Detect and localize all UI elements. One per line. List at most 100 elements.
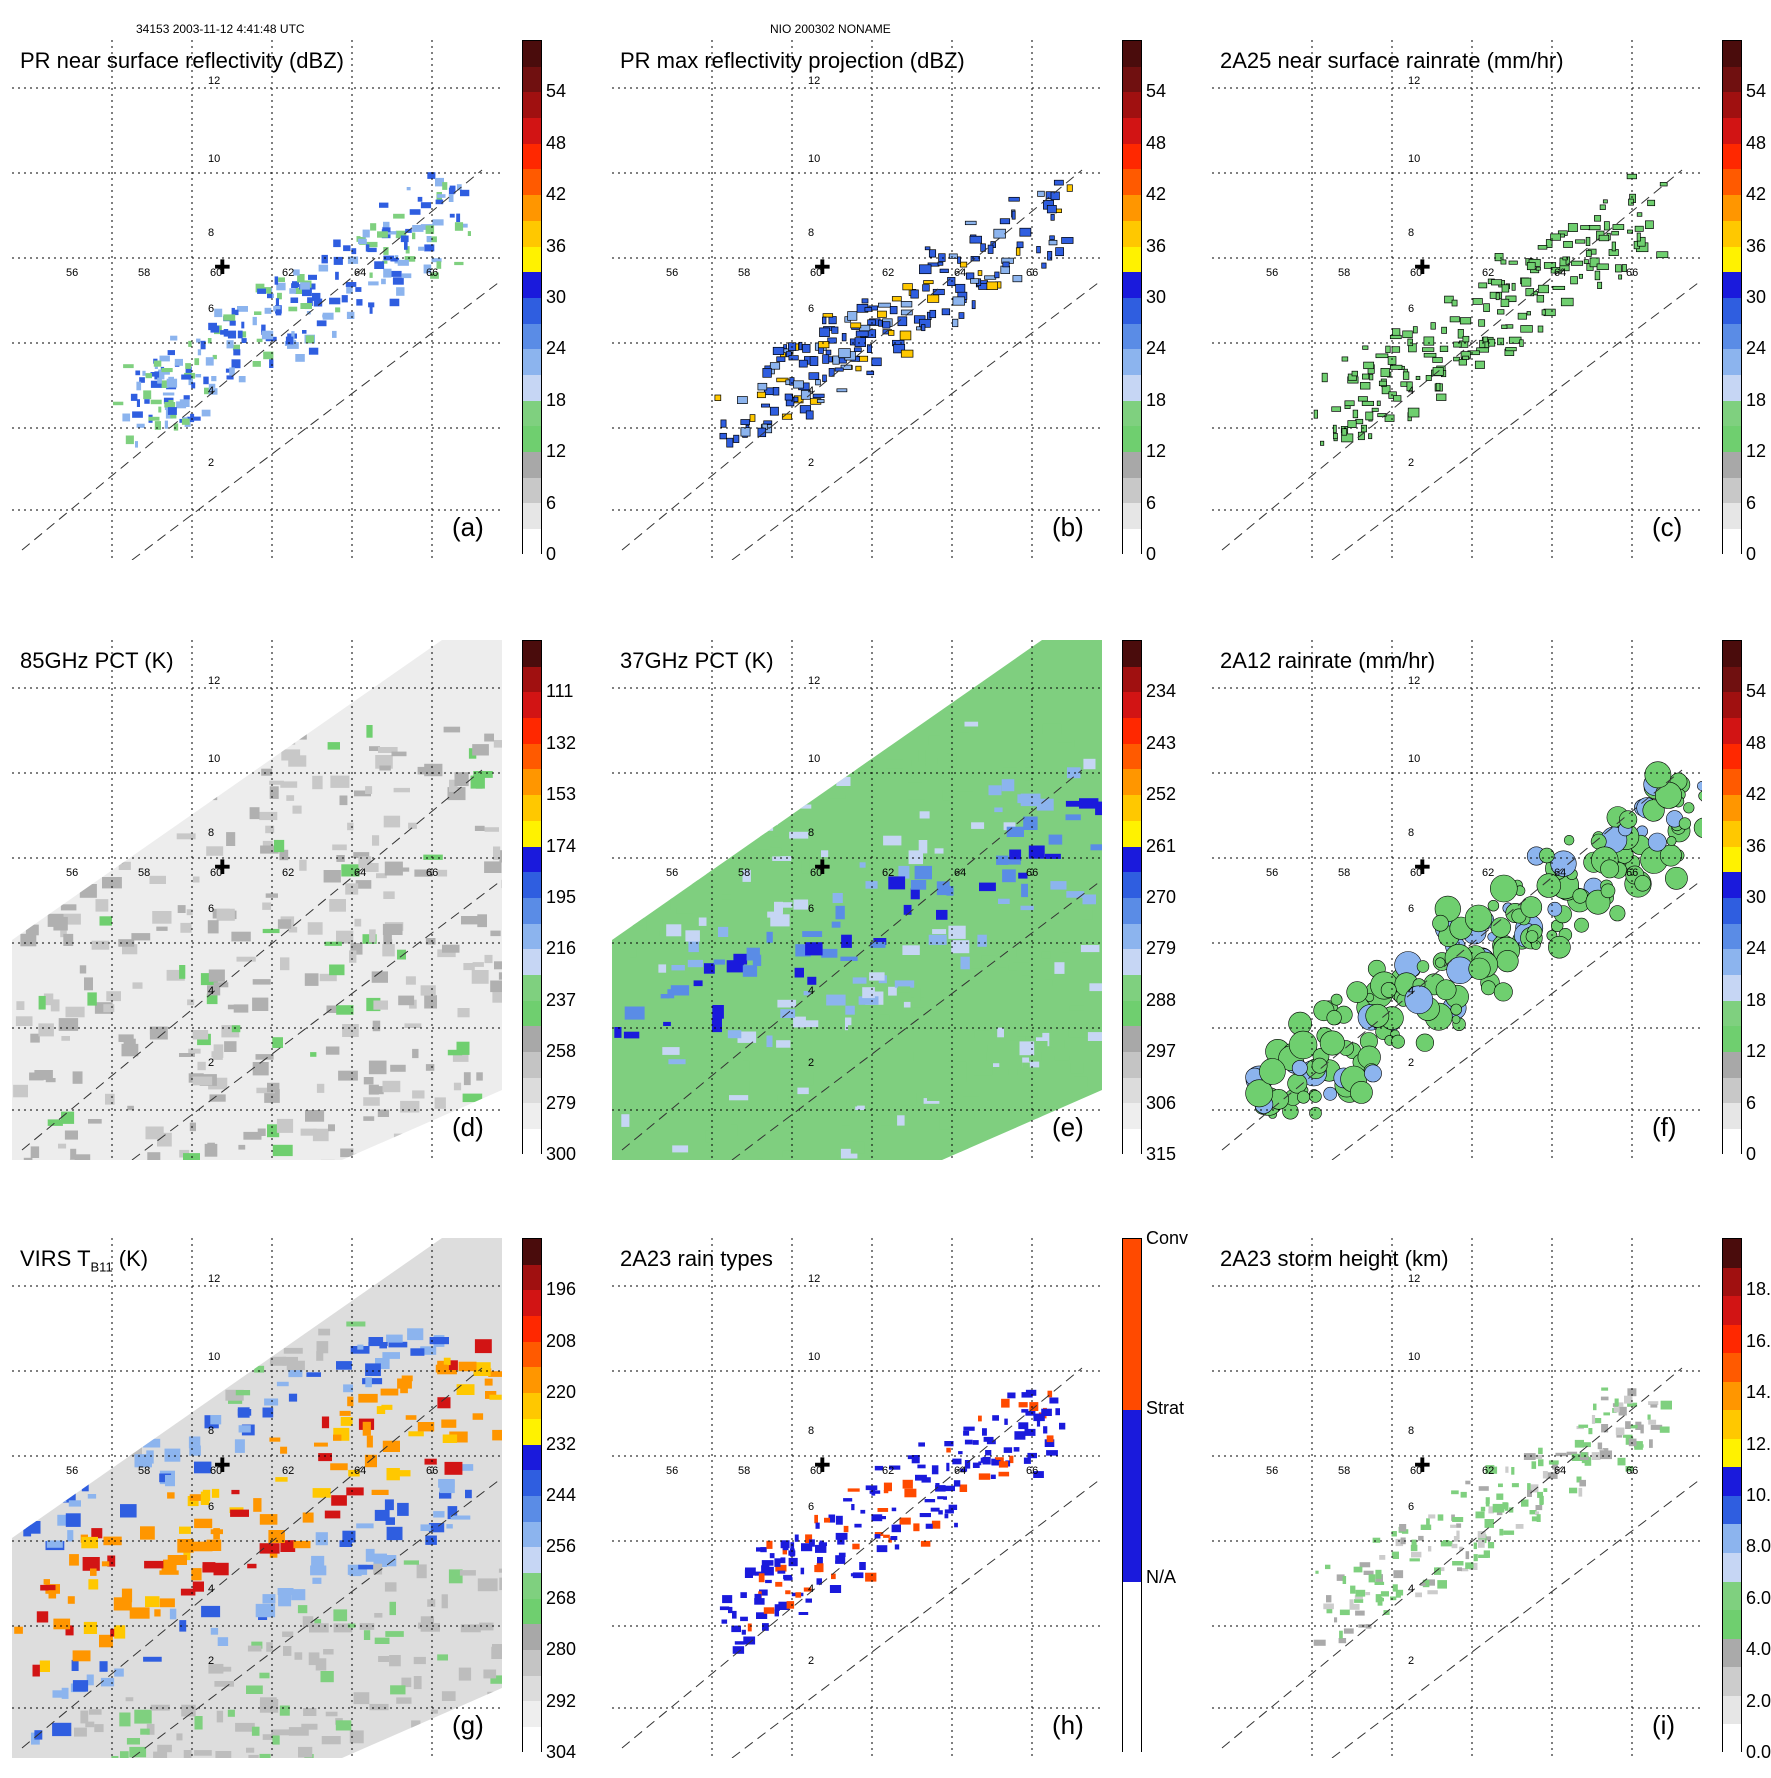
colorbar-tick: 232	[546, 1434, 576, 1455]
lat-label: 8	[808, 827, 814, 839]
lon-label: 64	[1554, 1465, 1566, 1477]
colorbar-tick: N/A	[1146, 1567, 1176, 1588]
lat-label: 8	[208, 827, 214, 839]
lat-label: 10	[208, 1351, 220, 1363]
colorbar-tick: 234	[1146, 681, 1176, 702]
lat-label: 10	[808, 1351, 820, 1363]
colorbar-tick: 220	[546, 1382, 576, 1403]
colorbar-segment	[1723, 41, 1741, 67]
colorbar-segment	[523, 975, 541, 1001]
colorbar-segment	[1723, 503, 1741, 529]
colorbar-segment	[523, 1367, 541, 1393]
colorbar-segment	[1123, 641, 1141, 667]
lon-label: 64	[954, 267, 966, 279]
colorbar-tick: 24	[1746, 938, 1766, 959]
colorbar-segment	[1723, 529, 1741, 555]
colorbar-segment	[523, 718, 541, 744]
colorbar-tick: 48	[1146, 133, 1166, 154]
panel-title: VIRS TB11 (K)	[20, 1246, 148, 1274]
colorbar-segment	[1123, 221, 1141, 247]
lon-label: 56	[666, 867, 678, 879]
storm-center-cross: ✚	[814, 855, 831, 879]
colorbar-tick: 18.0	[1746, 1279, 1771, 1300]
lat-label: 4	[1408, 1583, 1414, 1595]
colorbar	[1122, 640, 1142, 1154]
colorbar-segment	[1723, 872, 1741, 898]
colorbar-segment	[1723, 452, 1741, 478]
lon-label: 56	[666, 1465, 678, 1477]
colorbar-segment	[523, 692, 541, 718]
lon-label: 62	[1482, 867, 1494, 879]
colorbar-segment	[1123, 1078, 1141, 1104]
lat-label: 2	[208, 1057, 214, 1069]
colorbar-segment	[1123, 1103, 1141, 1129]
colorbar-segment	[523, 41, 541, 67]
colorbar-segment	[1123, 426, 1141, 452]
colorbar-tick: 18	[1746, 990, 1766, 1011]
colorbar-tick: 237	[546, 990, 576, 1011]
lat-label: 2	[1408, 457, 1414, 469]
lon-label: 66	[1626, 1465, 1638, 1477]
panel-letter: (e)	[1052, 1112, 1084, 1143]
lat-label: 4	[208, 385, 214, 397]
storm-center-cross: ✚	[814, 255, 831, 279]
lat-label: 12	[208, 675, 220, 687]
panel-title: 37GHz PCT (K)	[620, 648, 774, 674]
colorbar-segment	[1723, 401, 1741, 427]
panel-letter: (a)	[452, 512, 484, 543]
storm-center-cross: ✚	[214, 855, 231, 879]
colorbar-tick: 196	[546, 1279, 576, 1300]
colorbar-segment	[1123, 298, 1141, 324]
colorbar-segment	[1723, 169, 1741, 195]
lon-label: 62	[882, 267, 894, 279]
lat-label: 6	[808, 303, 814, 315]
colorbar	[1122, 1238, 1142, 1752]
colorbar-tick: 252	[1146, 784, 1176, 805]
storm-center-cross: ✚	[814, 1453, 831, 1477]
colorbar-tick: 42	[1146, 184, 1166, 205]
lon-label: 58	[138, 867, 150, 879]
lat-label: 6	[1408, 903, 1414, 915]
colorbar-segment	[523, 1239, 541, 1265]
colorbar-segment	[1723, 298, 1741, 324]
lat-label: 10	[808, 753, 820, 765]
lon-label: 62	[882, 1465, 894, 1477]
colorbar-tick: 36	[1746, 236, 1766, 257]
panel-title: 2A23 rain types	[620, 1246, 773, 1272]
lat-label: 4	[1408, 985, 1414, 997]
colorbar-segment	[1123, 949, 1141, 975]
colorbar-segment	[1723, 1496, 1741, 1525]
colorbar-segment	[523, 1650, 541, 1676]
colorbar-segment	[523, 744, 541, 770]
lat-label: 10	[1408, 1351, 1420, 1363]
colorbar-segment	[523, 641, 541, 667]
colorbar	[522, 640, 542, 1154]
lat-label: 4	[208, 1583, 214, 1595]
colorbar-segment	[523, 67, 541, 93]
lon-label: 62	[1482, 267, 1494, 279]
colorbar-tick: 297	[1146, 1041, 1176, 1062]
lon-label: 64	[354, 267, 366, 279]
colorbar-segment	[523, 1265, 541, 1291]
colorbar-tick: 54	[546, 81, 566, 102]
lon-label: 64	[954, 867, 966, 879]
colorbar-segment	[1723, 1524, 1741, 1553]
colorbar-segment	[523, 1129, 541, 1155]
colorbar-segment	[1123, 195, 1141, 221]
colorbar-tick: 54	[1746, 81, 1766, 102]
lat-label: 4	[1408, 385, 1414, 397]
lat-label: 4	[208, 985, 214, 997]
lon-label: 66	[1026, 867, 1038, 879]
colorbar-tick: 48	[1746, 733, 1766, 754]
lon-label: 56	[1266, 1465, 1278, 1477]
colorbar-segment	[1123, 924, 1141, 950]
colorbar-segment	[523, 375, 541, 401]
colorbar-segment	[523, 169, 541, 195]
lon-label: 58	[138, 1465, 150, 1477]
